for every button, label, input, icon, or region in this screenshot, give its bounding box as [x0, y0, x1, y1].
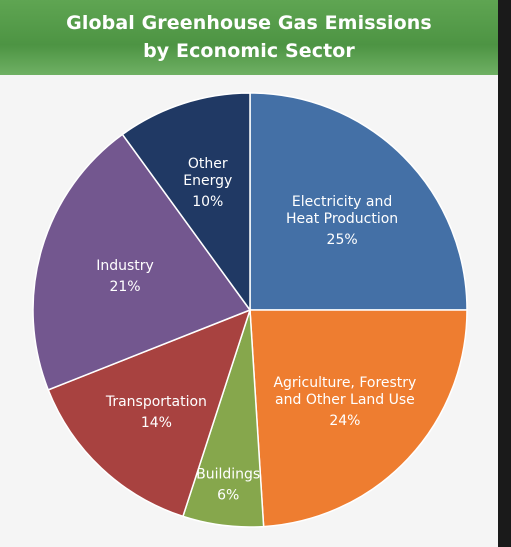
pie-slice-name: Electricity and [292, 194, 392, 210]
pie-slice-name: Industry [96, 258, 154, 274]
pie-slice-percent: 14% [141, 415, 172, 431]
pie-slice-label-2: Buildings 6% [196, 467, 260, 504]
pie-slice-name: Buildings [196, 467, 260, 483]
pie-slice-3 [47, 308, 252, 518]
pie-slice-label-4: Industry 21% [96, 258, 154, 295]
pie-slice-name: Heat Production [286, 211, 398, 227]
chart-title-bar: Global Greenhouse Gas Emissions by Econo… [0, 0, 498, 75]
chart-frame: Global Greenhouse Gas Emissions by Econo… [0, 0, 498, 547]
pie-slice-name: Transportation [105, 394, 207, 410]
chart-title-line-2: by Economic Sector [143, 40, 355, 62]
pie-slice-1 [249, 309, 468, 528]
pie-slice-label-3: Transportation 14% [105, 394, 207, 431]
pie-slice-percent: 10% [192, 194, 223, 210]
window-edge [498, 0, 511, 547]
pie-slice-4 [32, 133, 252, 391]
pie-slice-5 [121, 92, 251, 313]
pie-slice-percent: 6% [217, 488, 239, 504]
pie-slice-name: Agriculture, Forestry [273, 375, 416, 391]
pie-slice-name: Energy [183, 173, 232, 189]
pie-slice-0 [249, 92, 468, 311]
pie-slice-name: Other [188, 156, 228, 172]
pie-slice-name: and Other Land Use [275, 392, 415, 408]
chart-title-line-1: Global Greenhouse Gas Emissions [66, 12, 432, 34]
pie-slice-percent: 24% [329, 413, 360, 429]
pie-slice-percent: 25% [327, 232, 358, 248]
pie-chart-area: Electricity and Heat Production 25% Agricul… [0, 75, 498, 547]
pie-slice-percent: 21% [109, 279, 140, 295]
